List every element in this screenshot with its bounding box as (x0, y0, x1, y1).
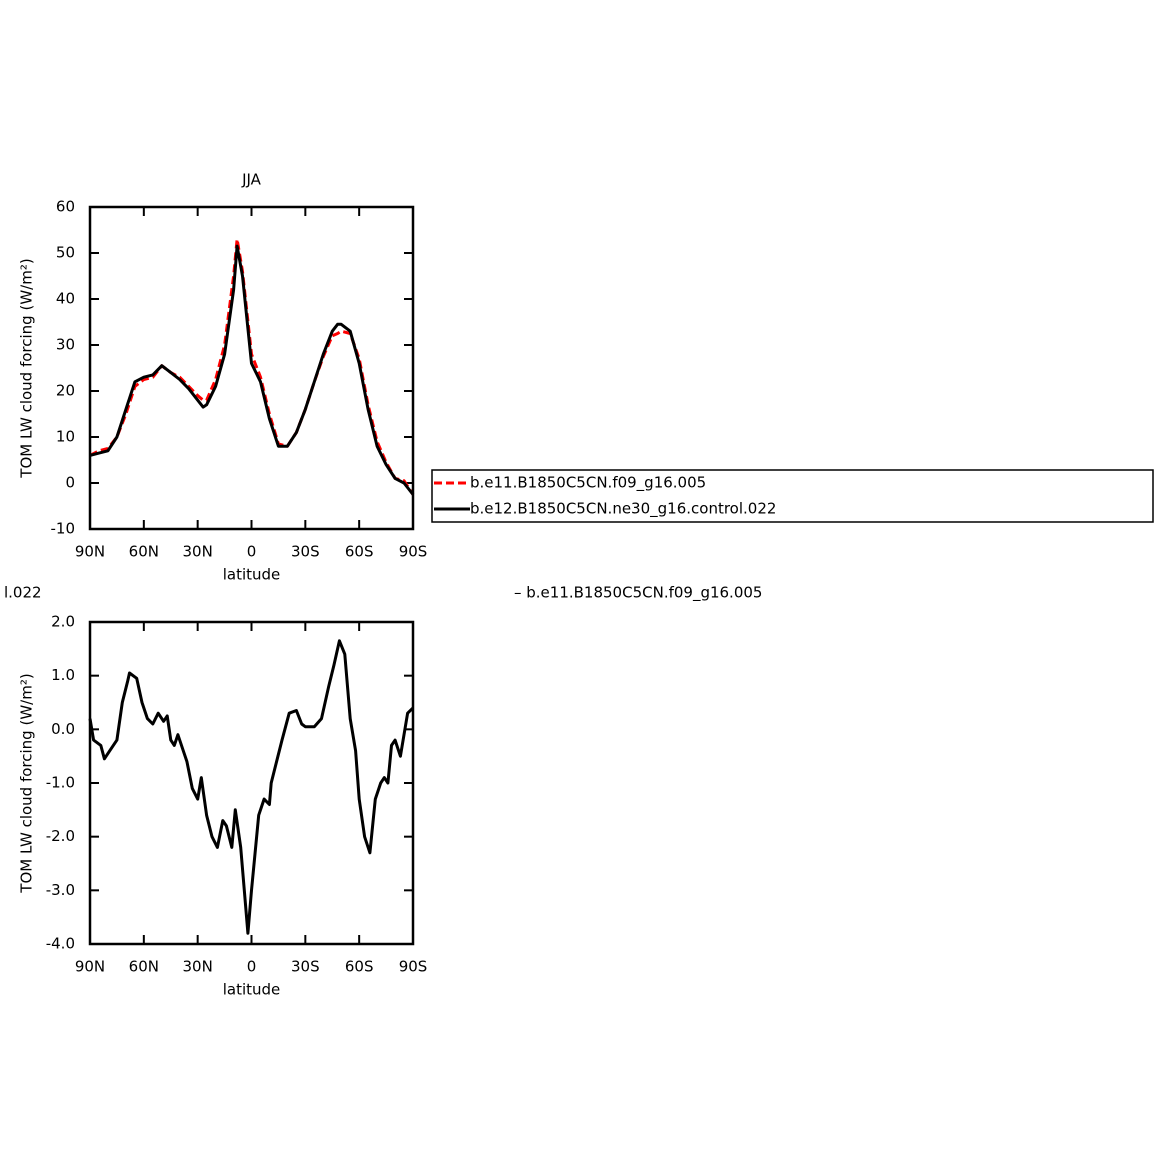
plot-frame (88, 205, 415, 531)
x-tick-label: 0 (247, 543, 257, 561)
y-tick-label: 0.0 (51, 720, 75, 738)
y-tick-label: -2.0 (46, 827, 75, 845)
x-tick-label: 60S (345, 543, 374, 561)
chart-title: – b.e11.B1850C5CN.f09_g16.005 (514, 584, 762, 603)
series-line (88, 639, 415, 935)
y-tick-label: -1.0 (46, 774, 75, 792)
x-tick-label: 30N (183, 958, 213, 976)
x-tick-label: 0 (247, 958, 257, 976)
y-tick-label: -4.0 (46, 935, 75, 953)
x-tick-label: 30S (291, 543, 320, 561)
y-tick-label: 10 (56, 428, 75, 446)
series-line (89, 244, 415, 496)
y-tick-label: -10 (51, 520, 76, 538)
y-tick-label: 50 (56, 244, 75, 262)
y-tick-label: -3.0 (46, 881, 75, 899)
x-tick-label: 90N (75, 543, 105, 561)
x-axis-label: latitude (223, 566, 281, 584)
y-tick-label: 60 (56, 198, 75, 216)
x-tick-label: 90S (399, 543, 428, 561)
x-tick-label: 60S (345, 958, 374, 976)
y-tick-label: 0 (65, 474, 75, 492)
x-tick-label: 60N (129, 543, 159, 561)
legend-label: b.e11.B1850C5CN.f09_g16.005 (470, 474, 706, 493)
x-tick-label: 30N (183, 543, 213, 561)
y-axis-label: TOM LW cloud forcing (W/m²) (18, 673, 36, 893)
chart-title: l.022 (4, 584, 42, 602)
y-tick-label: 1.0 (51, 666, 75, 684)
chart-title: JJA (241, 171, 262, 189)
y-tick-label: 20 (56, 382, 75, 400)
y-axis-label: TOM LW cloud forcing (W/m²) (18, 258, 36, 478)
plot-frame (88, 620, 415, 946)
series-line (89, 237, 415, 496)
x-tick-label: 90N (75, 958, 105, 976)
y-tick-label: 2.0 (51, 613, 75, 631)
x-axis-label: latitude (223, 981, 281, 999)
x-tick-label: 90S (399, 958, 428, 976)
y-tick-label: 30 (56, 336, 75, 354)
y-tick-label: 40 (56, 290, 75, 308)
x-tick-label: 60N (129, 958, 159, 976)
legend-label: b.e12.B1850C5CN.ne30_g16.control.022 (470, 500, 776, 519)
legend-box (431, 469, 1154, 523)
x-tick-label: 30S (291, 958, 320, 976)
